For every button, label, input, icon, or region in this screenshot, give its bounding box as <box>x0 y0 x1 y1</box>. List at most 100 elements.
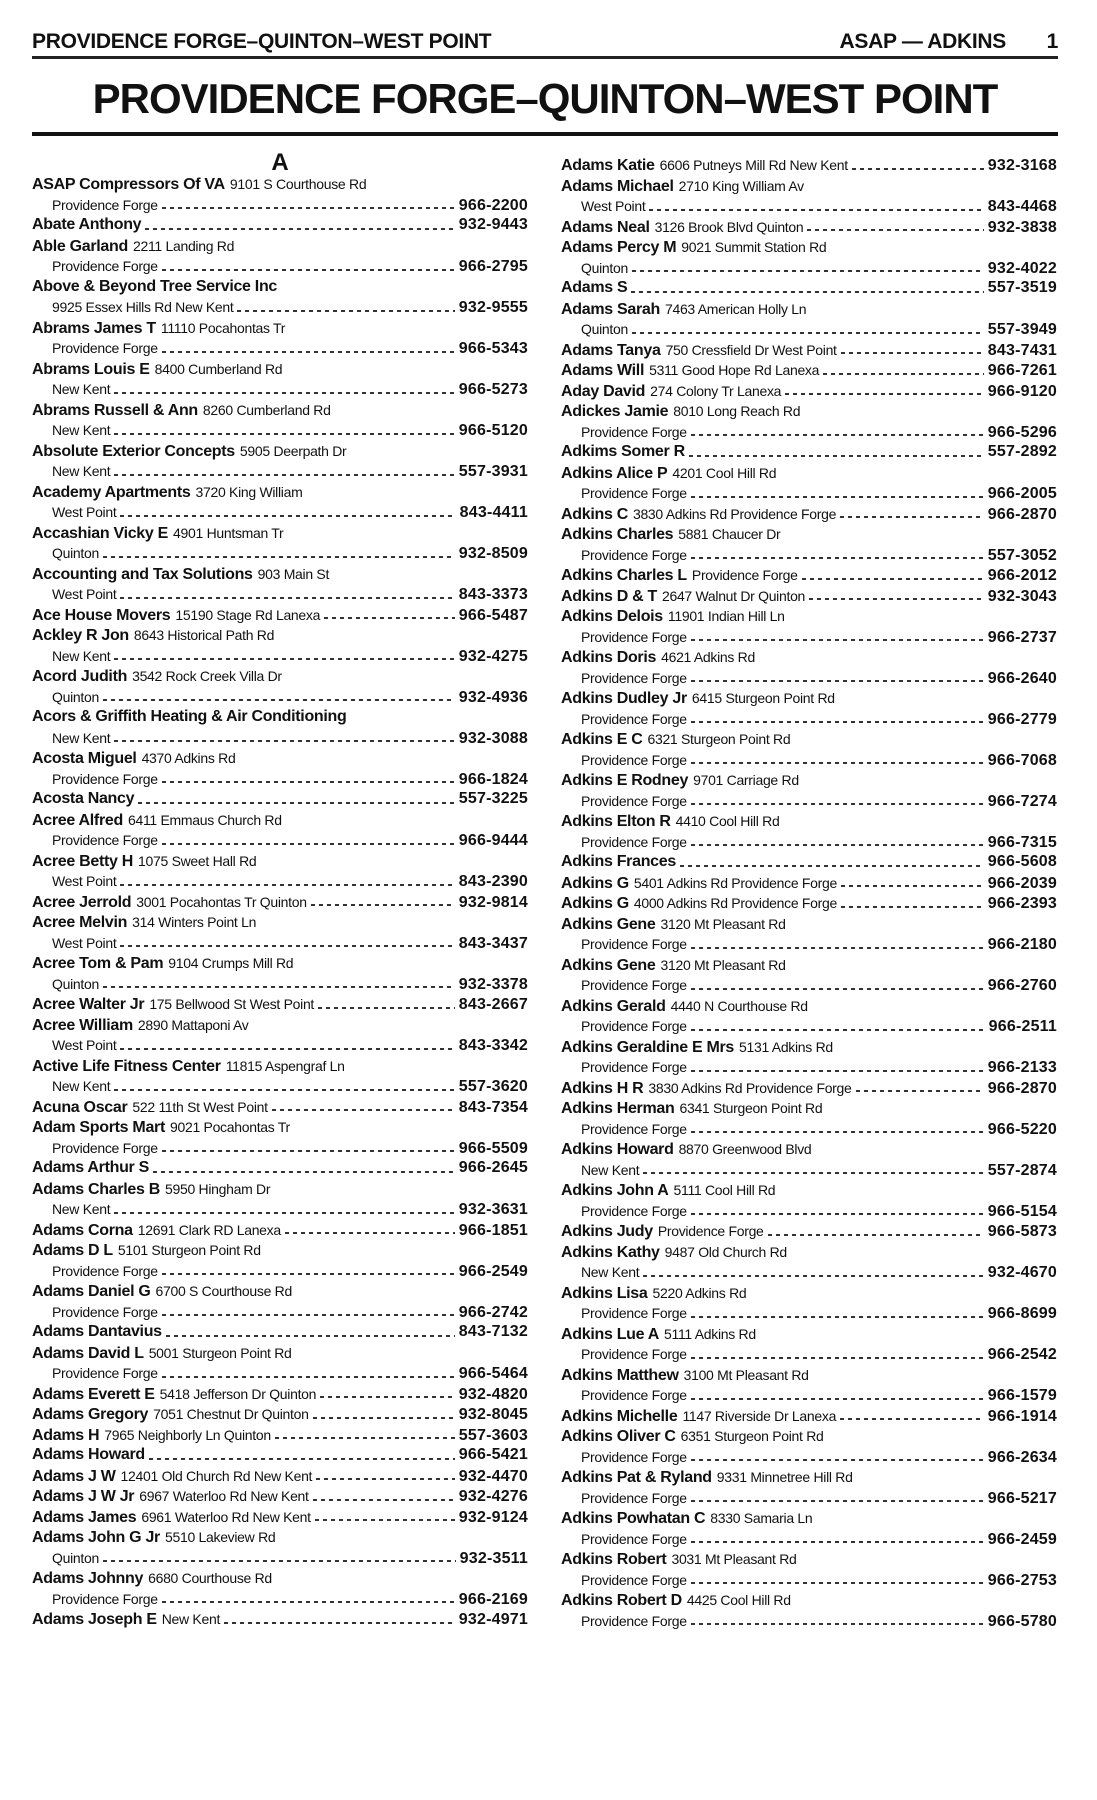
listing-entry: Adams S 557-3519 <box>561 278 1057 299</box>
dot-leader <box>809 598 984 600</box>
listing-name: Adams Corna <box>32 1221 133 1239</box>
listing-line: Providence Forge 966-2634 <box>561 1447 1057 1468</box>
listing-locality: Providence Forge <box>581 1530 687 1547</box>
listing-phone: 932-4022 <box>987 259 1057 277</box>
listing-locality: Providence Forge <box>581 751 687 768</box>
listing-phone: 966-2870 <box>987 1079 1057 1097</box>
listing-name: Adams Gregory <box>32 1406 149 1423</box>
listing-locality: Quinton <box>52 975 99 992</box>
listing-name: Adams S <box>561 279 628 296</box>
listing-locality: Quinton <box>52 545 99 561</box>
listing-name: Adkins G <box>561 895 629 912</box>
listing-line: New Kent 932-4670 <box>561 1262 1057 1283</box>
listing-entry: Adkins Doris 4621 Adkins Rd Providence For… <box>561 647 1057 688</box>
listing-line: Adkins Elton R 4410 Cool Hill Rd <box>561 811 1057 832</box>
listing-name: Adkins Powhatan C <box>561 1510 706 1527</box>
listing-entry: Accashian Vicky E 4901 Huntsman Tr Quinton… <box>32 523 528 564</box>
listing-line: Acosta Nancy 557-3225 <box>32 789 528 810</box>
dot-leader <box>807 229 984 231</box>
listing-name: Adkins Judy <box>561 1223 653 1240</box>
listing-phone: 843-2667 <box>458 996 528 1013</box>
listing-name: Adkins Michelle <box>561 1407 678 1425</box>
listing-entry: Adkins Dudley Jr 6415 Sturgeon Point Rd Pr… <box>561 688 1057 729</box>
listing-phone: 932-8045 <box>458 1406 528 1423</box>
listing-entry: Adickes Jamie 8010 Long Reach Rd Providenc… <box>561 401 1057 442</box>
listing-line: Adkins Lue A 5111 Adkins Rd <box>561 1324 1057 1345</box>
listing-phone: 966-2012 <box>987 567 1057 584</box>
listing-line: Quinton 557-3949 <box>561 319 1057 340</box>
listing-line: New Kent 557-2874 <box>561 1160 1057 1181</box>
listing-name: Acors & Griffith Heating & Air Condition… <box>32 708 347 725</box>
listing-locality: Providence Forge <box>581 485 687 501</box>
listing-address: 3120 Mt Pleasant Rd <box>660 915 786 932</box>
listing-locality: Providence Forge <box>52 1262 158 1279</box>
listing-address: New Kent <box>161 1611 221 1627</box>
listing-entry: Adkins C 3830 Adkins Rd Providence Forge 9… <box>561 504 1057 525</box>
listing-phone: 966-5873 <box>987 1223 1057 1240</box>
listing-line: Adkins Michelle 1147 Riverside Dr Lanexa 9… <box>561 1406 1057 1427</box>
listing-line: Providence Forge 966-5296 <box>561 422 1057 443</box>
dot-leader <box>120 1047 455 1050</box>
listing-address: 6700 S Courthouse Rd <box>155 1283 293 1299</box>
listing-name: Absolute Exterior Concepts <box>32 442 235 460</box>
listing-locality: New Kent <box>52 463 111 479</box>
listing-entry: Adams Arthur S 966-2645 <box>32 1158 528 1179</box>
listing-address: 750 Cressfield Dr West Point <box>665 341 837 358</box>
listing-name: Acree Alfred <box>32 811 123 829</box>
listing-locality: Providence Forge <box>581 1612 687 1629</box>
listing-phone: 966-5608 <box>987 853 1057 870</box>
listing-line: Providence Forge 966-8699 <box>561 1303 1057 1324</box>
dot-leader <box>690 1069 984 1072</box>
listing-phone: 932-3631 <box>458 1201 528 1218</box>
listing-phone: 932-9555 <box>458 299 528 316</box>
listing-line: Providence Forge 966-2133 <box>561 1057 1057 1078</box>
listing-entry: Adkins Gerald 4440 N Courthouse Rd Provide… <box>561 996 1057 1037</box>
listing-locality: Providence Forge <box>581 423 687 440</box>
listing-name: Adams Tanya <box>561 341 661 359</box>
listing-line: Providence Forge 966-2542 <box>561 1344 1057 1365</box>
dot-leader <box>148 1457 455 1460</box>
listing-line: Adams D L 5101 Sturgeon Point Rd <box>32 1240 528 1261</box>
dot-leader <box>161 268 455 271</box>
listing-phone: 932-4820 <box>458 1385 528 1403</box>
listing-line: Providence Forge 966-2180 <box>561 934 1057 955</box>
dot-leader <box>690 1541 984 1543</box>
dot-leader <box>631 270 984 272</box>
listing-phone: 966-2133 <box>987 1059 1057 1076</box>
listing-address: 5111 Cool Hill Rd <box>673 1182 776 1198</box>
listing-line: Adkins Howard 8870 Greenwood Blvd <box>561 1139 1057 1160</box>
listing-address: 3830 Adkins Rd Providence Forge <box>632 505 837 522</box>
listing-locality: Providence Forge <box>581 936 687 952</box>
listing-name: Adams Everett E <box>32 1385 155 1403</box>
listing-line: Providence Forge 966-2760 <box>561 975 1057 996</box>
listing-address: 2890 Mattaponi Av <box>137 1016 249 1033</box>
dot-leader <box>690 639 984 641</box>
listing-line: Providence Forge 966-2640 <box>561 668 1057 689</box>
dot-leader <box>841 905 984 908</box>
listing-name: Acree Walter Jr <box>32 996 145 1013</box>
dot-leader <box>161 207 455 209</box>
listing-phone: 966-5780 <box>987 1612 1057 1630</box>
listing-phone: 843-7354 <box>458 1098 528 1116</box>
listing-locality: Providence Forge <box>581 546 687 563</box>
listing-name: Above & Beyond Tree Service Inc <box>32 277 278 295</box>
listing-entry: Adkins Herman 6341 Sturgeon Point Rd Provi… <box>561 1098 1057 1139</box>
listing-locality: Providence Forge <box>581 1571 687 1588</box>
dot-leader <box>643 1274 984 1277</box>
listing-entry: Adkins H R 3830 Adkins Rd Providence Forg… <box>561 1078 1057 1099</box>
listing-line: Abrams Russell & Ann 8260 Cumberland Rd <box>32 400 528 421</box>
listing-address: 274 Colony Tr Lanexa <box>650 382 782 399</box>
listing-line: Accounting and Tax Solutions 903 Main St <box>32 564 528 585</box>
listing-line: Providence Forge 966-2511 <box>561 1016 1057 1037</box>
listing-name: ASAP Compressors Of VA <box>32 176 225 193</box>
dot-leader <box>690 1500 984 1502</box>
listing-name: Adkins Gene <box>561 956 656 974</box>
listing-entry: Adams Corna 12691 Clark RD Lanexa 966-1851 <box>32 1220 528 1241</box>
listing-address: 9101 S Courthouse Rd <box>229 176 367 192</box>
listing-phone: 557-3931 <box>458 463 528 480</box>
listing-entry: Adkins G 4000 Adkins Rd Providence Forge 9… <box>561 893 1057 914</box>
listing-address: 3126 Brook Blvd Quinton <box>654 218 804 235</box>
listing-entry: Adkins Geraldine E Mrs 5131 Adkins Rd Prov… <box>561 1037 1057 1078</box>
listing-line: Providence Forge 966-2169 <box>32 1589 528 1610</box>
listing-phone: 966-2634 <box>987 1448 1057 1466</box>
